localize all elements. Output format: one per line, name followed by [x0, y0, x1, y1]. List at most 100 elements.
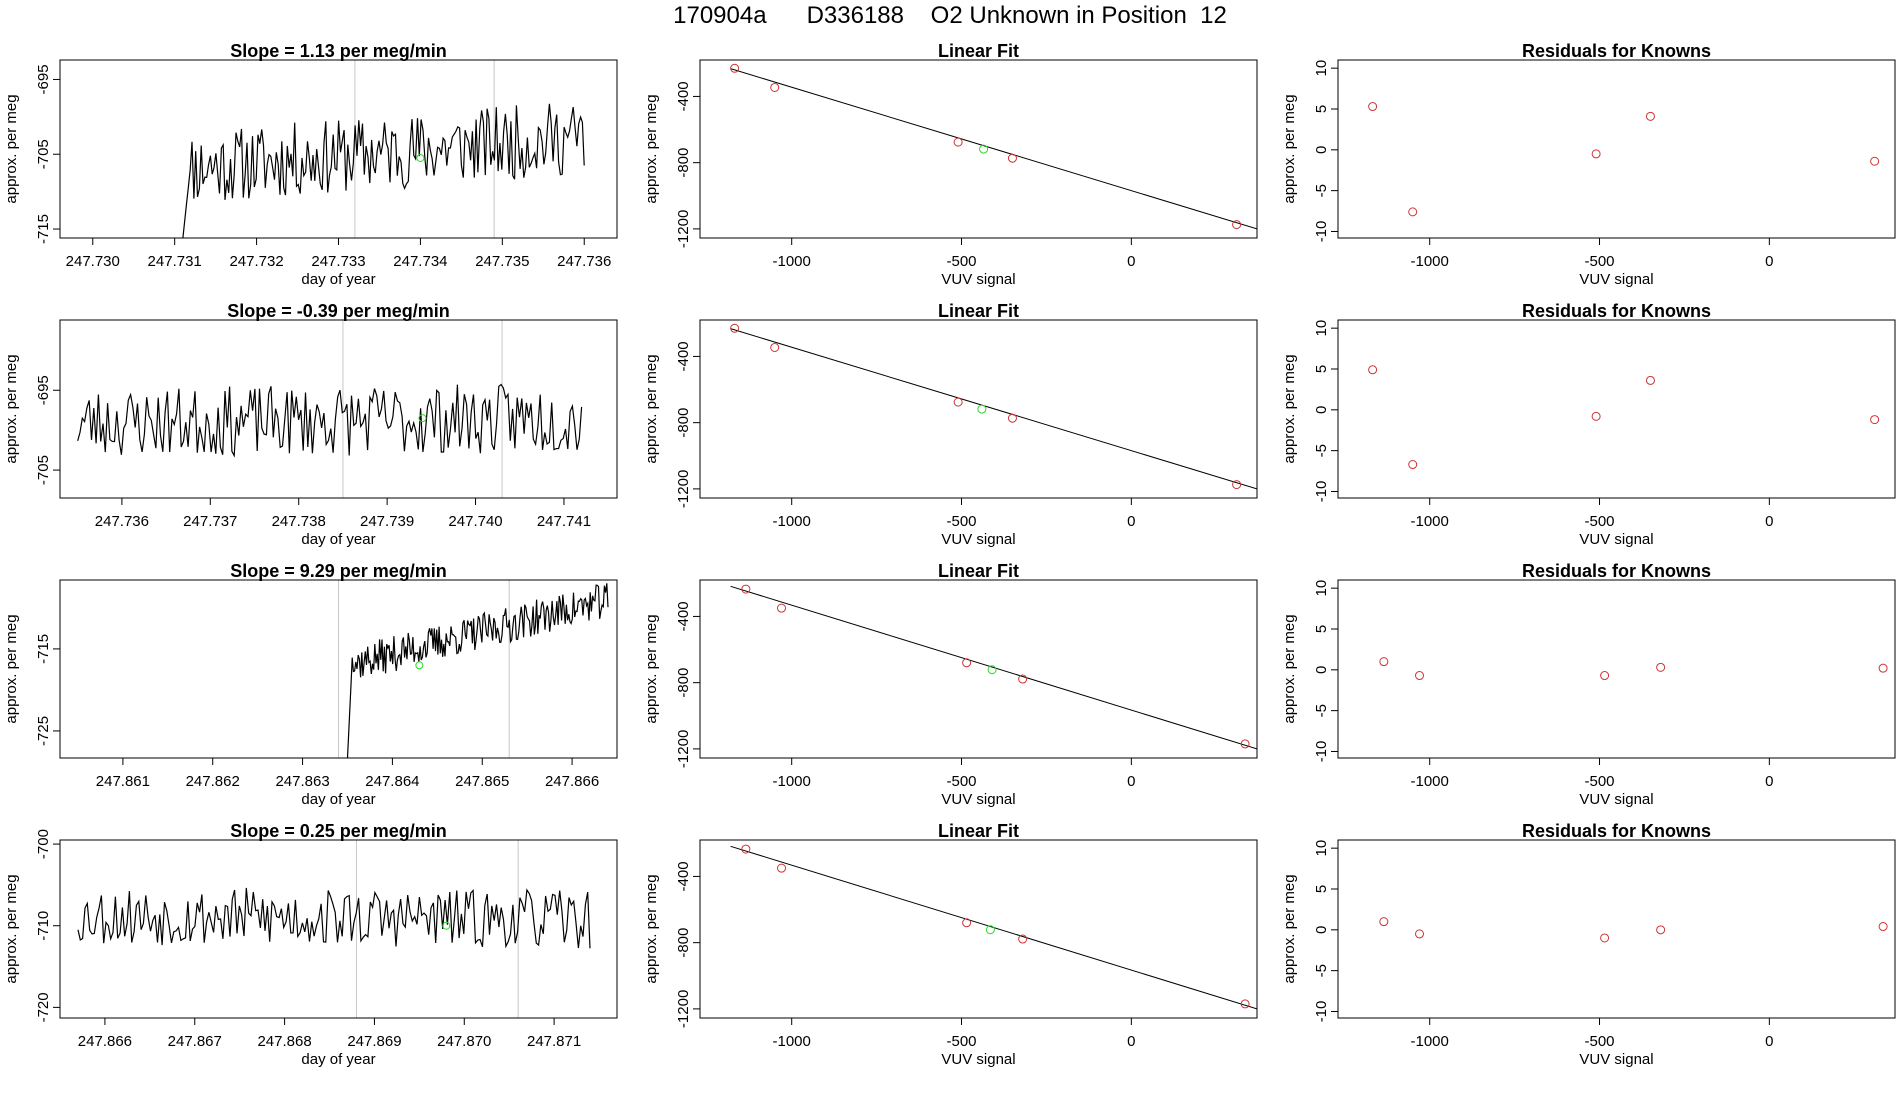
panel-title: Linear Fit — [938, 561, 1019, 581]
panel-title: Linear Fit — [938, 301, 1019, 321]
plot-frame — [699, 59, 1258, 239]
x-tick-label: 247.741 — [537, 513, 591, 530]
x-tick-label: 0 — [1127, 1033, 1135, 1050]
known-point — [770, 82, 780, 92]
residual-point — [1408, 207, 1418, 217]
y-tick-label: -10 — [1313, 221, 1330, 243]
y-tick-label: -715 — [35, 634, 52, 664]
y-tick-label: -400 — [675, 81, 692, 111]
residuals-panel-row-4: Residuals for Knowns -1000 -500 0 VUV signal… — [1281, 821, 1896, 1068]
y-tick-label: -5 — [1313, 184, 1330, 197]
residual-point — [1600, 671, 1610, 681]
x-tick-label: -1000 — [1411, 513, 1449, 530]
unknown-point — [418, 414, 427, 423]
y-tick-label: 0 — [1313, 406, 1330, 414]
known-point — [953, 397, 963, 407]
linear_fit-panel-row-3: Linear Fit -1000 -500 0 VUV signal -1200 -800 -… — [643, 561, 1258, 808]
y-tick-label: 10 — [1313, 840, 1330, 857]
panel-title: Linear Fit — [938, 41, 1019, 61]
residual-point — [1645, 375, 1655, 385]
known-point — [1232, 480, 1242, 490]
unknown-point — [977, 404, 987, 414]
plot-data-layer — [1379, 657, 1888, 681]
x-tick-label: -500 — [947, 773, 977, 790]
y-tick-label: -10 — [1313, 481, 1330, 503]
x-tick-label: -1000 — [773, 253, 811, 270]
residual-point — [1379, 917, 1389, 927]
unknown-point — [987, 665, 997, 675]
x-axis-label: VUV signal — [1579, 1051, 1653, 1068]
plot-frame — [59, 579, 618, 759]
plot-frame — [59, 319, 618, 499]
x-tick-label: 247.738 — [272, 513, 326, 530]
plot-data-layer — [182, 60, 585, 238]
residual-point — [1415, 671, 1425, 681]
y-tick-label: -700 — [35, 829, 52, 859]
x-tick-label: 247.864 — [365, 773, 419, 790]
x-tick-label: 247.865 — [455, 773, 509, 790]
x-tick-label: -1000 — [1411, 253, 1449, 270]
figure-title: 170904a D336188 O2 Unknown in Position 1… — [673, 2, 1227, 29]
x-tick-label: 247.737 — [183, 513, 237, 530]
x-tick-label: -1000 — [773, 773, 811, 790]
plot-frame — [59, 59, 618, 239]
x-tick-label: 247.869 — [347, 1033, 401, 1050]
x-tick-label: 247.861 — [96, 773, 150, 790]
x-tick-label: -500 — [1585, 513, 1615, 530]
x-axis-label: VUV signal — [941, 531, 1015, 548]
timeseries-panel-row-1: Slope = 1.13 per meg/min 247.730 247.731 24… — [3, 41, 618, 288]
y-tick-label: -800 — [675, 928, 692, 958]
y-axis-label: approx. per meg — [1281, 354, 1298, 463]
known-point — [1018, 934, 1028, 944]
x-tick-label: 0 — [1765, 253, 1773, 270]
x-tick-label: 0 — [1765, 1033, 1773, 1050]
linear_fit-panel-row-4: Linear Fit -1000 -500 0 VUV signal -1200 -800 -… — [643, 821, 1258, 1068]
y-axis-label: approx. per meg — [3, 614, 20, 723]
x-tick-label: 247.740 — [448, 513, 502, 530]
known-point — [1240, 739, 1250, 749]
y-axis-label: approx. per meg — [643, 874, 660, 983]
y-axis-label: approx. per meg — [643, 354, 660, 463]
x-tick-label: 0 — [1127, 253, 1135, 270]
residuals-panel-row-1: Residuals for Knowns -1000 -500 0 VUV signal… — [1281, 41, 1896, 288]
residual-point — [1870, 156, 1880, 166]
y-tick-label: -400 — [675, 601, 692, 631]
y-tick-label: -1200 — [675, 210, 692, 248]
x-tick-label: -1000 — [773, 513, 811, 530]
residual-point — [1415, 929, 1425, 939]
x-tick-label: 247.867 — [168, 1033, 222, 1050]
x-tick-label: 0 — [1765, 513, 1773, 530]
known-point — [1240, 999, 1250, 1009]
known-point — [962, 658, 972, 668]
plot-data-layer — [338, 580, 609, 758]
x-tick-label: -500 — [1585, 773, 1615, 790]
x-tick-label: 0 — [1127, 513, 1135, 530]
panel-title: Residuals for Knowns — [1522, 41, 1711, 61]
x-tick-label: -1000 — [773, 1033, 811, 1050]
timeseries-panel-row-4: Slope = 0.25 per meg/min 247.866 247.867 24… — [3, 821, 618, 1068]
known-point — [953, 137, 963, 147]
x-tick-label: 247.733 — [311, 253, 365, 270]
x-tick-label: 0 — [1765, 773, 1773, 790]
y-axis-label: approx. per meg — [643, 614, 660, 723]
fit-line — [730, 585, 1257, 750]
plot-frame — [1337, 579, 1896, 759]
residuals-panel-row-2: Residuals for Knowns -1000 -500 0 VUV signal… — [1281, 301, 1896, 548]
x-tick-label: 247.732 — [229, 253, 283, 270]
x-tick-label: -500 — [947, 253, 977, 270]
x-tick-label: 247.870 — [437, 1033, 491, 1050]
y-tick-label: 0 — [1313, 146, 1330, 154]
unknown-point — [442, 921, 451, 930]
y-tick-label: 5 — [1313, 625, 1330, 633]
fit-line — [730, 328, 1257, 490]
x-axis-label: day of year — [301, 271, 375, 288]
x-tick-label: 247.736 — [95, 513, 149, 530]
known-point — [962, 918, 972, 928]
y-tick-label: 10 — [1313, 580, 1330, 597]
x-tick-label: 247.734 — [393, 253, 447, 270]
y-tick-label: -695 — [35, 64, 52, 94]
panel-title: Slope = 9.29 per meg/min — [230, 561, 447, 581]
plot-data-layer — [1368, 102, 1880, 217]
x-tick-label: -1000 — [1411, 773, 1449, 790]
x-axis-label: day of year — [301, 531, 375, 548]
